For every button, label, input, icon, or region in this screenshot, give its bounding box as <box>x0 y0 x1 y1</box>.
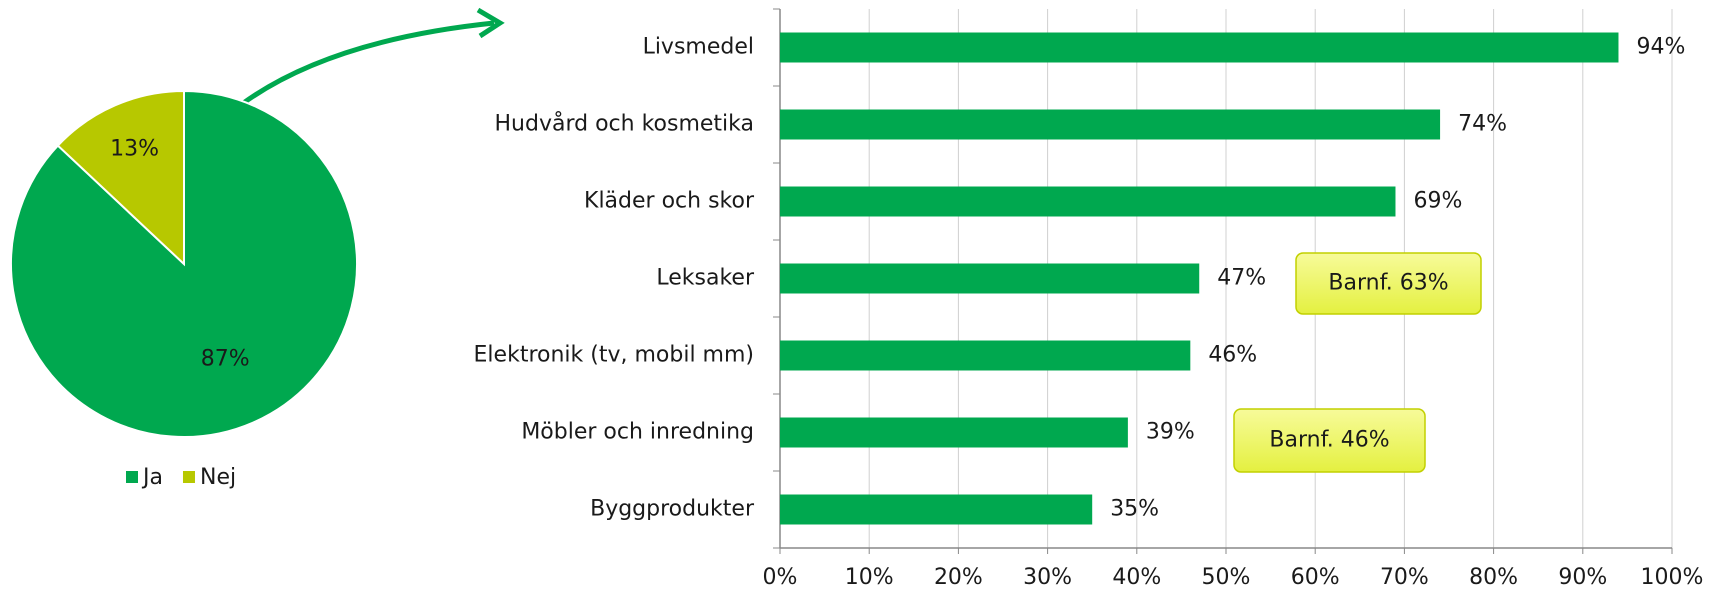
bar <box>780 417 1128 448</box>
y-tick-label: Livsmedel <box>643 35 754 60</box>
bar <box>780 186 1396 217</box>
value-label: 39% <box>1146 420 1195 445</box>
legend-label: Ja <box>141 465 163 490</box>
connector-arrow <box>240 20 495 107</box>
x-tick-label: 0% <box>763 565 798 590</box>
pie-slice <box>56 89 185 267</box>
x-tick-label: 20% <box>934 565 983 590</box>
y-tick-label: Hudvård och kosmetika <box>495 111 754 137</box>
slice-label: 87% <box>201 346 250 371</box>
bar <box>780 494 1093 525</box>
bar <box>780 340 1191 371</box>
annotation-box <box>1295 252 1482 315</box>
bar <box>780 32 1619 63</box>
x-tick-label: 60% <box>1291 565 1340 590</box>
arrow-head <box>476 7 505 39</box>
x-tick-label: 80% <box>1469 565 1518 590</box>
legend-swatch <box>182 471 195 483</box>
x-tick-label: 100% <box>1641 565 1704 590</box>
annotation: Barnf. 63% <box>1328 271 1448 296</box>
slice-label: 13% <box>110 137 159 162</box>
value-label: 74% <box>1458 112 1507 137</box>
x-tick-label: 50% <box>1202 565 1251 590</box>
bar <box>780 109 1441 140</box>
y-tick-label: Möbler och inredning <box>521 420 754 445</box>
annotation: Barnf. 46% <box>1269 428 1389 453</box>
y-tick-label: Kläder och skor <box>584 189 755 214</box>
legend-swatch <box>126 471 138 483</box>
value-label: 35% <box>1110 497 1159 522</box>
x-tick-label: 90% <box>1558 565 1607 590</box>
x-tick-label: 40% <box>1112 565 1161 590</box>
annotation-box <box>1233 408 1426 473</box>
y-tick-label: Elektronik (tv, mobil mm) <box>474 343 754 368</box>
value-label: 47% <box>1217 266 1266 291</box>
x-tick-label: 70% <box>1380 565 1429 590</box>
value-label: 69% <box>1413 189 1462 214</box>
value-label: 46% <box>1208 343 1257 368</box>
y-tick-label: Byggprodukter <box>590 497 755 522</box>
x-tick-label: 10% <box>845 565 894 590</box>
legend-label: Nej <box>200 465 236 490</box>
bar <box>780 263 1200 294</box>
x-tick-label: 30% <box>1023 565 1072 590</box>
y-tick-label: Leksaker <box>656 266 755 291</box>
value-label: 94% <box>1636 35 1685 60</box>
